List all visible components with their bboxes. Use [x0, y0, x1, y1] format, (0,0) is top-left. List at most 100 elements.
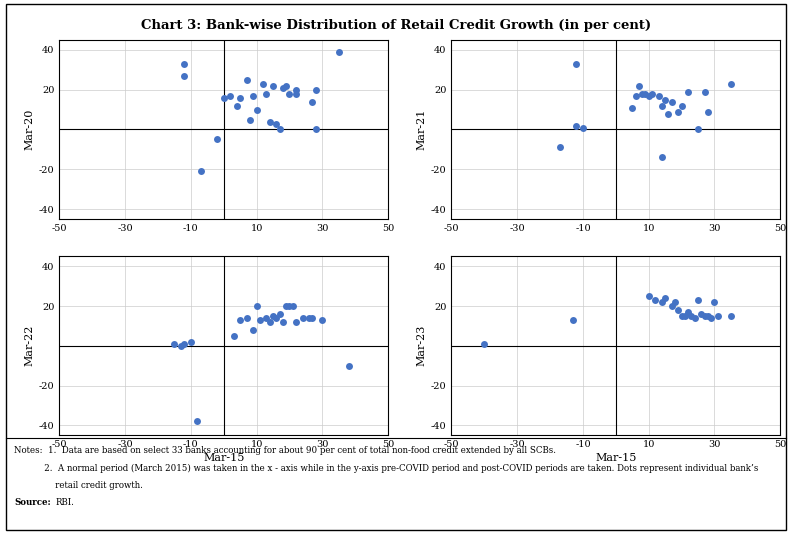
- Point: [296, 313, 309, 322]
- Point: [570, 60, 583, 68]
- Point: [708, 298, 721, 307]
- Point: [662, 109, 675, 118]
- Text: Notes:  1.  Data are based on select 33 banks accounting for about 90 per cent o: Notes: 1. Data are based on select 33 ba…: [14, 446, 556, 455]
- Point: [307, 313, 319, 322]
- Point: [705, 313, 718, 322]
- Y-axis label: Mar-22: Mar-22: [25, 325, 35, 366]
- Point: [267, 82, 280, 90]
- Point: [270, 119, 283, 128]
- Point: [685, 312, 698, 320]
- Point: [656, 298, 668, 307]
- Point: [672, 107, 684, 116]
- Point: [711, 312, 724, 320]
- Point: [633, 82, 645, 90]
- Point: [676, 312, 688, 320]
- Point: [333, 48, 345, 56]
- Point: [276, 83, 289, 92]
- Point: [224, 91, 237, 100]
- Point: [642, 91, 655, 100]
- Y-axis label: Mar-20: Mar-20: [25, 109, 35, 150]
- Point: [629, 91, 642, 100]
- Point: [691, 125, 704, 134]
- Point: [639, 89, 652, 98]
- Point: [577, 123, 589, 132]
- Point: [280, 302, 292, 310]
- Point: [567, 316, 580, 324]
- Text: Source:: Source:: [14, 498, 51, 507]
- Point: [260, 89, 272, 98]
- Point: [695, 310, 707, 318]
- Point: [672, 305, 684, 314]
- Text: RBI.: RBI.: [55, 498, 74, 507]
- Point: [227, 332, 240, 340]
- Point: [178, 72, 191, 80]
- Point: [668, 298, 681, 307]
- Point: [273, 310, 286, 318]
- Point: [276, 318, 289, 326]
- Point: [688, 313, 701, 322]
- Point: [699, 88, 711, 96]
- Point: [702, 312, 714, 320]
- Point: [691, 296, 704, 304]
- Point: [178, 60, 191, 68]
- Point: [702, 107, 714, 116]
- Point: [307, 97, 319, 106]
- Point: [656, 153, 668, 162]
- Point: [290, 85, 303, 94]
- Point: [284, 302, 296, 310]
- Point: [636, 89, 649, 98]
- X-axis label: Mar-15: Mar-15: [595, 453, 637, 463]
- Point: [290, 89, 303, 98]
- Point: [656, 101, 668, 110]
- Point: [264, 318, 276, 326]
- Point: [211, 135, 223, 144]
- Point: [284, 89, 296, 98]
- Point: [659, 96, 672, 104]
- Point: [185, 337, 197, 346]
- Point: [234, 93, 246, 102]
- Point: [218, 93, 230, 102]
- Point: [570, 121, 583, 130]
- Point: [287, 302, 299, 310]
- Point: [626, 104, 638, 112]
- Point: [310, 85, 322, 94]
- Point: [241, 75, 253, 84]
- Point: [478, 340, 491, 348]
- Point: [642, 292, 655, 300]
- Point: [257, 80, 269, 88]
- Point: [342, 362, 355, 370]
- Point: [234, 316, 246, 324]
- Point: [649, 296, 661, 304]
- Point: [316, 316, 329, 324]
- Point: [250, 302, 263, 310]
- Point: [676, 101, 688, 110]
- Text: 2.  A normal period (March 2015) was taken in the x - axis while in the y-axis p: 2. A normal period (March 2015) was take…: [14, 464, 759, 473]
- Point: [175, 342, 188, 350]
- Point: [725, 312, 737, 320]
- Point: [191, 417, 204, 426]
- Point: [230, 101, 243, 110]
- Text: retail credit growth.: retail credit growth.: [14, 481, 143, 490]
- Point: [264, 117, 276, 126]
- Point: [679, 312, 691, 320]
- Point: [247, 326, 260, 334]
- Point: [652, 91, 664, 100]
- Point: [250, 105, 263, 114]
- Point: [310, 125, 322, 134]
- Point: [253, 316, 266, 324]
- Point: [554, 143, 566, 152]
- Point: [194, 167, 207, 176]
- Point: [273, 125, 286, 134]
- Point: [260, 313, 272, 322]
- Y-axis label: Mar-23: Mar-23: [417, 325, 427, 366]
- Point: [682, 308, 695, 316]
- Point: [659, 294, 672, 302]
- Point: [665, 97, 678, 106]
- Point: [645, 89, 658, 98]
- Text: Chart 3: Bank-wise Distribution of Retail Credit Growth (in per cent): Chart 3: Bank-wise Distribution of Retai…: [141, 19, 651, 32]
- Point: [290, 318, 303, 326]
- Point: [270, 313, 283, 322]
- Point: [725, 80, 737, 88]
- Point: [241, 313, 253, 322]
- X-axis label: Mar-15: Mar-15: [203, 453, 245, 463]
